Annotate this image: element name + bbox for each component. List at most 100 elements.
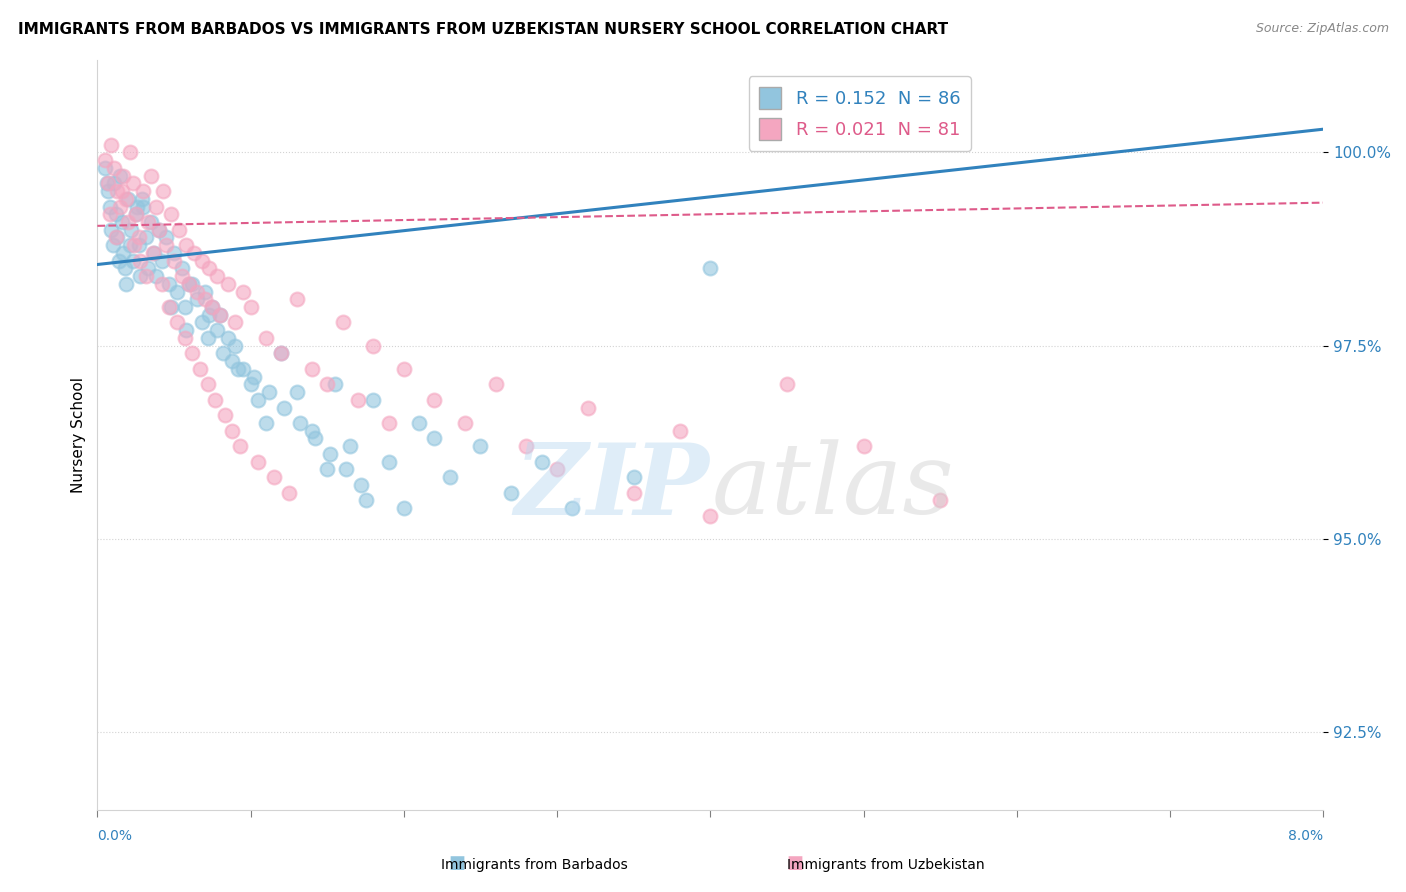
Point — [221, 424, 243, 438]
Point — [131, 192, 153, 206]
Point — [221, 354, 243, 368]
Point — [128, 230, 150, 244]
Point — [392, 362, 415, 376]
Point — [423, 392, 446, 407]
Point — [103, 161, 125, 175]
Point — [179, 277, 201, 291]
Point — [263, 470, 285, 484]
Point — [105, 184, 128, 198]
Point — [257, 385, 280, 400]
Point — [96, 177, 118, 191]
Point — [174, 323, 197, 337]
Point — [186, 285, 208, 299]
Point — [576, 401, 599, 415]
Text: atlas: atlas — [711, 440, 955, 535]
Point — [112, 169, 135, 183]
Point — [247, 455, 270, 469]
Point — [212, 346, 235, 360]
Point — [170, 261, 193, 276]
Point — [132, 184, 155, 198]
Point — [104, 230, 127, 244]
Text: Immigrants from Barbados: Immigrants from Barbados — [441, 858, 627, 872]
Point — [155, 230, 177, 244]
Point — [205, 323, 228, 337]
Point — [101, 238, 124, 252]
Point — [254, 331, 277, 345]
Point — [128, 238, 150, 252]
Point — [229, 439, 252, 453]
Point — [157, 300, 180, 314]
Point — [501, 485, 523, 500]
Point — [852, 439, 875, 453]
Point — [136, 261, 159, 276]
Point — [139, 215, 162, 229]
Point — [160, 300, 183, 314]
Point — [129, 269, 152, 284]
Point — [408, 416, 430, 430]
Point — [208, 308, 231, 322]
Point — [115, 277, 138, 291]
Point — [135, 230, 157, 244]
Point — [174, 238, 197, 252]
Point — [190, 253, 212, 268]
Point — [117, 192, 139, 206]
Point — [623, 485, 645, 500]
Point — [561, 501, 583, 516]
Point — [111, 215, 134, 229]
Point — [929, 493, 952, 508]
Point — [117, 215, 139, 229]
Point — [254, 416, 277, 430]
Point — [285, 385, 308, 400]
Point — [224, 316, 246, 330]
Point — [361, 392, 384, 407]
Point — [167, 223, 190, 237]
Text: Immigrants from Uzbekistan: Immigrants from Uzbekistan — [787, 858, 984, 872]
Point — [100, 223, 122, 237]
Point — [114, 261, 136, 276]
Point — [224, 339, 246, 353]
Point — [270, 346, 292, 360]
Point — [239, 377, 262, 392]
Point — [316, 462, 339, 476]
Point — [188, 362, 211, 376]
Point — [350, 478, 373, 492]
Point — [150, 253, 173, 268]
Point — [273, 401, 295, 415]
Point — [173, 331, 195, 345]
Point — [232, 285, 254, 299]
Point — [377, 455, 399, 469]
Point — [111, 184, 134, 198]
Point — [110, 200, 132, 214]
Text: IMMIGRANTS FROM BARBADOS VS IMMIGRANTS FROM UZBEKISTAN NURSERY SCHOOL CORRELATIO: IMMIGRANTS FROM BARBADOS VS IMMIGRANTS F… — [18, 22, 949, 37]
Point — [285, 293, 308, 307]
Point — [97, 184, 120, 198]
Point — [145, 200, 167, 214]
Point — [97, 177, 120, 191]
Point — [139, 169, 162, 183]
Point — [148, 223, 170, 237]
Point — [183, 246, 205, 260]
Text: ■: ■ — [786, 855, 803, 872]
Point — [197, 377, 219, 392]
Point — [124, 207, 146, 221]
Point — [121, 177, 143, 191]
Point — [485, 377, 508, 392]
Point — [152, 184, 174, 198]
Point — [530, 455, 553, 469]
Point — [301, 362, 323, 376]
Point — [118, 145, 141, 160]
Point — [205, 269, 228, 284]
Point — [347, 392, 370, 407]
Point — [94, 161, 117, 175]
Point — [201, 300, 224, 314]
Point — [277, 485, 299, 500]
Point — [288, 416, 311, 430]
Point — [100, 137, 122, 152]
Text: ■: ■ — [449, 855, 465, 872]
Point — [141, 246, 163, 260]
Point — [217, 331, 239, 345]
Point — [181, 346, 204, 360]
Point — [319, 447, 342, 461]
Text: 0.0%: 0.0% — [97, 829, 132, 843]
Point — [201, 300, 224, 314]
